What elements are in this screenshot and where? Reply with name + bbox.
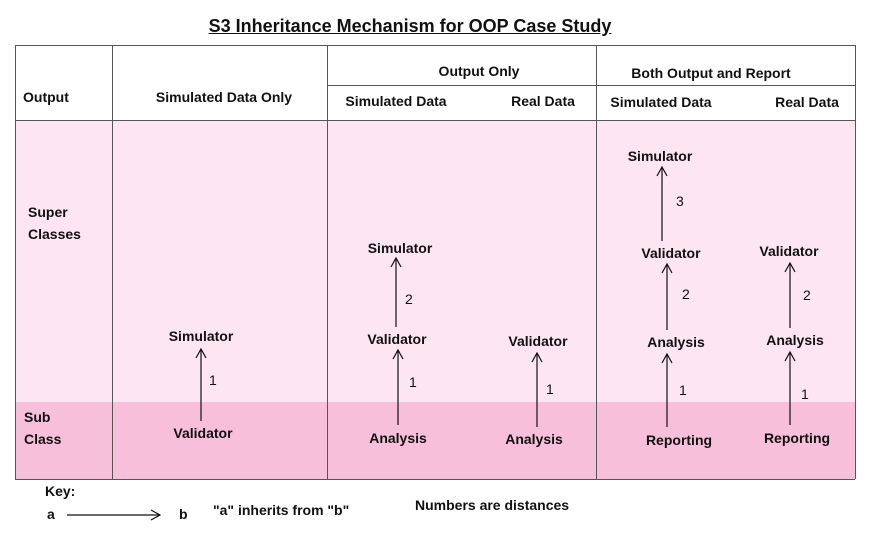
distance-label: 3 [676,193,684,209]
table-left-border [15,45,16,479]
table-right-border [855,45,856,479]
node-simulator: Simulator [168,328,234,344]
column-header-simulated-only: Simulated Data Only [155,89,293,105]
inherits-arrow [531,351,543,427]
distance-label: 2 [405,291,413,307]
node-analysis: Analysis [647,334,705,350]
inherits-arrow [661,262,673,330]
key-b: b [179,506,188,522]
column-divider-2 [596,45,597,479]
inherits-arrow [392,348,404,425]
super-classes-band [15,121,855,404]
inherits-arrow [195,347,207,421]
node-validator: Validator [641,245,701,261]
column-header-real-data: Real Data [775,94,839,110]
inherits-arrow [656,165,668,241]
node-analysis: Analysis [505,431,563,447]
row-label-divider [112,45,113,479]
distance-label: 1 [409,374,417,390]
key-inherits-text: "a" inherits from "b" [213,502,350,518]
node-analysis: Analysis [369,430,427,446]
node-reporting: Reporting [763,430,831,446]
row-label-class: Class [24,431,62,447]
node-validator: Validator [173,425,233,441]
distance-label: 2 [803,287,811,303]
row-label-classes: Classes [28,226,81,242]
distance-label: 1 [546,381,554,397]
inherits-arrow [784,261,796,328]
inherits-arrow [661,352,673,427]
group-header-output-only: Output Only [438,63,520,79]
node-validator: Validator [759,243,819,259]
node-validator: Validator [367,331,427,347]
node-simulator: Simulator [627,148,693,164]
row-label-sub: Sub [24,409,51,425]
sub-class-band [15,402,855,479]
key-a: a [47,506,55,522]
key-distance-note: Numbers are distances [415,497,570,513]
node-simulator: Simulator [367,240,433,256]
distance-label: 1 [209,372,217,388]
table-top-border [15,45,855,46]
row-label-super: Super [28,204,68,220]
node-validator: Validator [508,333,568,349]
column-divider-1 [327,45,328,479]
group-header-output-and-report: Both Output and Report [631,65,791,81]
node-analysis: Analysis [766,332,824,348]
inherits-arrow [784,350,796,425]
table-bottom-border [15,479,855,480]
group-header-divider [327,85,855,86]
distance-label: 1 [679,382,687,398]
key-title: Key: [45,483,76,499]
row-header-output: Output [23,89,69,105]
column-header-simulated-data: Simulated Data [345,93,447,109]
inherits-arrow [390,256,402,327]
column-header-simulated-data: Simulated Data [610,94,712,110]
node-reporting: Reporting [645,432,713,448]
diagram-title: S3 Inheritance Mechanism for OOP Case St… [208,16,612,36]
distance-label: 2 [682,286,690,302]
header-bottom-border [15,120,855,121]
key-arrow [67,509,162,521]
distance-label: 1 [801,386,809,402]
column-header-real-data: Real Data [511,93,575,109]
